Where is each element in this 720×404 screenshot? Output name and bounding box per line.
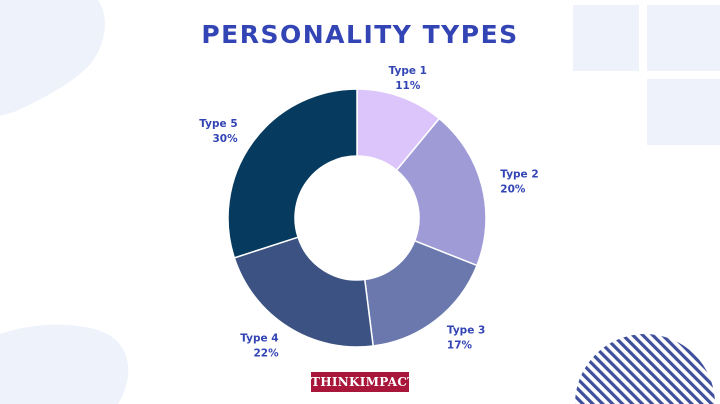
square-decoration-1 bbox=[573, 5, 639, 71]
donut-slice-4 bbox=[233, 236, 375, 348]
slice-value-2: 20% bbox=[500, 184, 526, 196]
slice-label-4: Type 4 bbox=[240, 333, 278, 345]
slice-label-3: Type 3 bbox=[447, 325, 485, 337]
square-decoration-3 bbox=[647, 79, 720, 145]
slice-label-1: Type 1 bbox=[389, 65, 427, 77]
slice-label-5: Type 5 bbox=[199, 118, 237, 130]
striped-semicircle-decoration bbox=[575, 334, 715, 404]
blob-decoration-bottom-left bbox=[0, 324, 129, 404]
blob-decoration-top-left bbox=[0, 0, 105, 116]
donut-slice-2 bbox=[395, 117, 487, 267]
square-decoration-2 bbox=[647, 5, 720, 71]
slice-label-2: Type 2 bbox=[500, 169, 538, 181]
chart-title: PERSONALITY TYPES bbox=[201, 20, 519, 49]
slice-value-5: 30% bbox=[213, 133, 239, 145]
slice-value-3: 17% bbox=[447, 340, 473, 352]
thinkimpact-logo: THINKIMPACT bbox=[311, 372, 416, 392]
donut-slice-5 bbox=[227, 88, 358, 259]
slice-value-1: 11% bbox=[395, 80, 421, 92]
slice-value-4: 22% bbox=[253, 348, 279, 360]
